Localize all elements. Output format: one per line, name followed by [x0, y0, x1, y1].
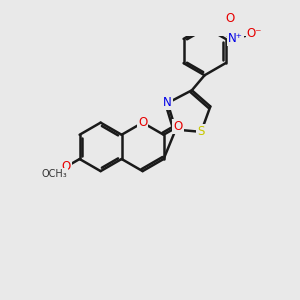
Text: O: O [138, 116, 147, 129]
Text: O: O [61, 160, 70, 173]
Text: CH₃: CH₃ [44, 169, 64, 179]
Text: O: O [225, 12, 235, 25]
Text: OCH₃: OCH₃ [41, 169, 67, 179]
Text: S: S [197, 125, 205, 138]
Text: O⁻: O⁻ [247, 27, 262, 40]
Text: N⁺: N⁺ [228, 32, 243, 45]
Text: O: O [173, 120, 183, 133]
Text: N: N [163, 97, 172, 110]
